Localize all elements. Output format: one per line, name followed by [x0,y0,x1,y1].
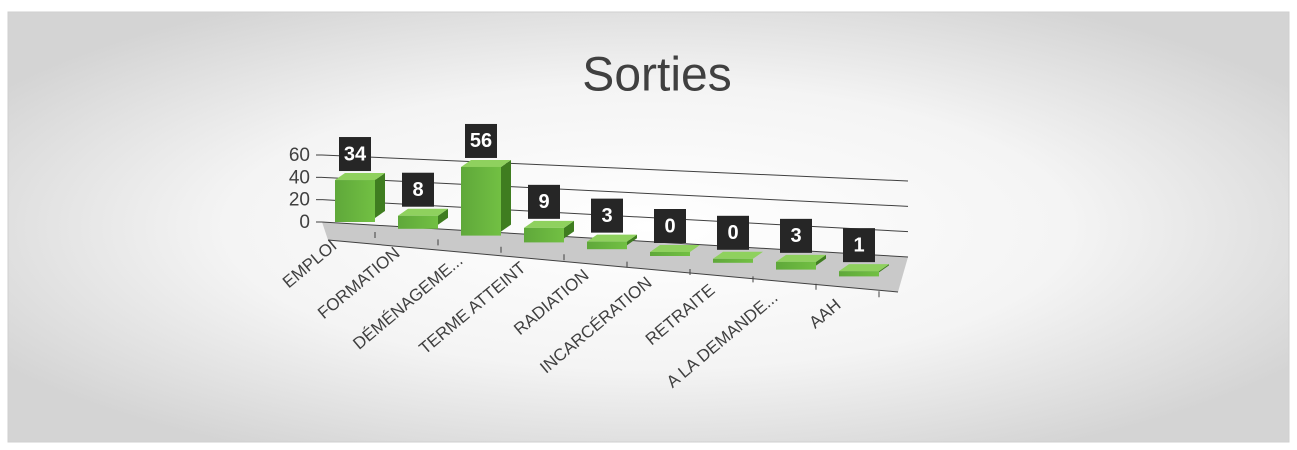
bar-top [461,159,511,167]
bar-front [650,252,690,256]
bar [524,220,574,243]
value-label-box [654,209,686,243]
grid-line [321,154,909,182]
value-label: 3 [790,225,801,247]
value-label: 0 [664,215,675,237]
bar [461,159,511,236]
value-label: 9 [538,191,549,213]
bar-side [879,264,889,273]
value-label: 0 [727,222,738,244]
value-label: 3 [601,205,612,227]
value-label-box [528,184,560,219]
value-label-box [339,137,371,172]
value-label-box [717,215,749,250]
bar-top [587,234,637,242]
bar-side [501,159,511,232]
bar-side [564,220,574,239]
bar-top [839,264,889,272]
bar-side [375,173,385,218]
bar-top [335,173,385,181]
bar [650,245,700,256]
value-label-box [465,123,497,158]
bar-side [438,208,448,225]
y-tick-label: 0 [299,212,310,233]
bar [335,173,385,222]
value-label: 8 [412,179,423,201]
bar-front [524,227,564,243]
bar-top [776,254,826,262]
bar-top [398,208,448,216]
value-label: 56 [470,130,492,152]
bar-front [776,261,816,270]
bar [398,208,448,229]
bar-top [524,220,574,228]
value-label-box [402,172,434,207]
y-tick-label: 40 [289,167,310,188]
floor [322,222,908,292]
value-label-box [591,198,623,233]
bar-front [713,258,753,263]
chart-title: Sorties [582,49,731,102]
bar [839,264,889,277]
bar [713,251,763,263]
y-tick-label: 60 [289,145,310,166]
chart-area [7,11,1290,443]
value-label: 34 [344,143,367,165]
value-label-box [780,218,812,253]
bar-side [816,254,826,266]
bar-front [839,271,879,277]
y-tick-label: 20 [289,190,310,211]
bar [587,234,637,250]
bar-front [587,241,627,250]
bar-side [627,234,637,246]
bar-front [461,166,501,236]
x-axis [327,239,899,293]
value-label: 1 [853,234,864,256]
bar-front [335,180,375,222]
bar-top [650,245,700,252]
bar-top [713,251,763,259]
value-label-box [843,228,875,263]
bar [776,254,826,270]
bar-front [398,215,438,229]
